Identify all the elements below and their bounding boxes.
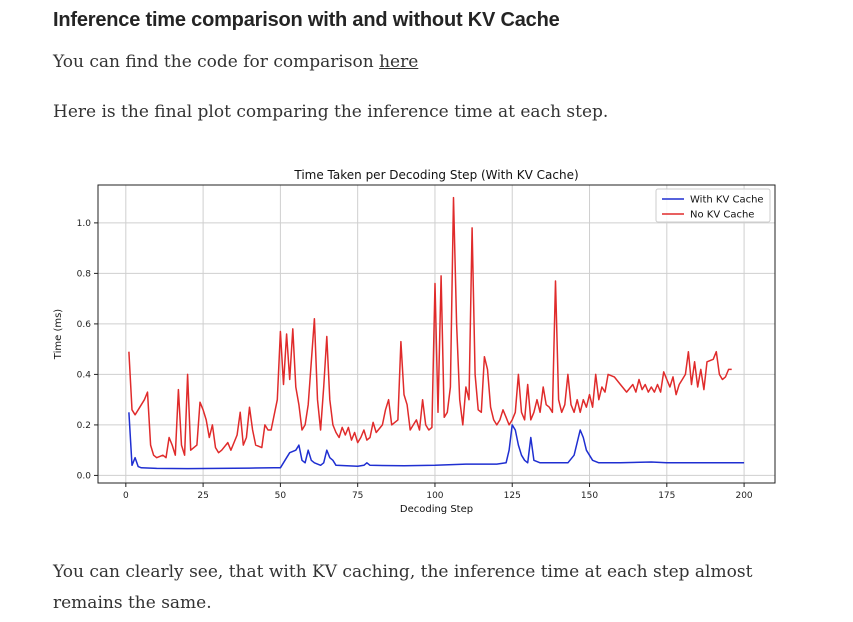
- no-kv-cache-line: [128, 196, 732, 459]
- x-tick-label: 25: [197, 491, 208, 501]
- x-tick-label: 150: [581, 491, 598, 501]
- legend-label-no-kv-cache: No KV Cache: [690, 210, 754, 221]
- x-tick-label: 50: [275, 491, 287, 501]
- y-tick-label: 0.6: [77, 320, 92, 330]
- x-tick-label: 100: [426, 491, 443, 501]
- series-lines: [128, 196, 745, 470]
- x-tick-label: 0: [123, 491, 129, 501]
- y-tick-label: 1.0: [77, 219, 92, 229]
- decoding-time-chart: 0 25 50 75 100 125 150 175 200 0.0 0.2 0.4 0.6 0.8 1.0…: [53, 168, 776, 515]
- chart-legend: With KV Cache No KV Cache: [655, 188, 771, 223]
- legend-label-with-kv-cache: With KV Cache: [690, 195, 764, 206]
- code-link-text: You can find the code for comparison: [53, 52, 380, 72]
- with-kv-cache-line: [128, 412, 745, 470]
- y-tick-label: 0.2: [77, 421, 91, 431]
- x-axis-label: Decoding Step: [400, 504, 473, 515]
- y-tick-label: 0.0: [77, 471, 92, 481]
- x-tick-label: 200: [735, 491, 752, 501]
- axis-ticks: 0 25 50 75 100 125 150 175 200 0.0 0.2 0.4 0.6 0.8 1.0: [77, 219, 753, 501]
- conclusion-paragraph: You can clearly see, that with KV cachin…: [53, 562, 753, 613]
- code-link[interactable]: here: [379, 52, 419, 72]
- y-tick-label: 0.8: [77, 269, 92, 279]
- article-heading: Inference time comparison with and witho…: [53, 9, 560, 31]
- code-link-paragraph: You can find the code for comparison her…: [53, 52, 418, 72]
- y-axis-label: Time (ms): [53, 309, 64, 361]
- chart-title: Time Taken per Decoding Step (With KV Ca…: [293, 168, 578, 182]
- x-tick-label: 125: [504, 491, 521, 501]
- x-tick-label: 75: [352, 491, 363, 501]
- legend-box: [655, 188, 771, 223]
- plot-intro-paragraph: Here is the final plot comparing the inf…: [53, 102, 609, 122]
- y-tick-label: 0.4: [77, 370, 92, 380]
- plot-frame: [97, 184, 776, 484]
- x-tick-label: 175: [658, 491, 675, 501]
